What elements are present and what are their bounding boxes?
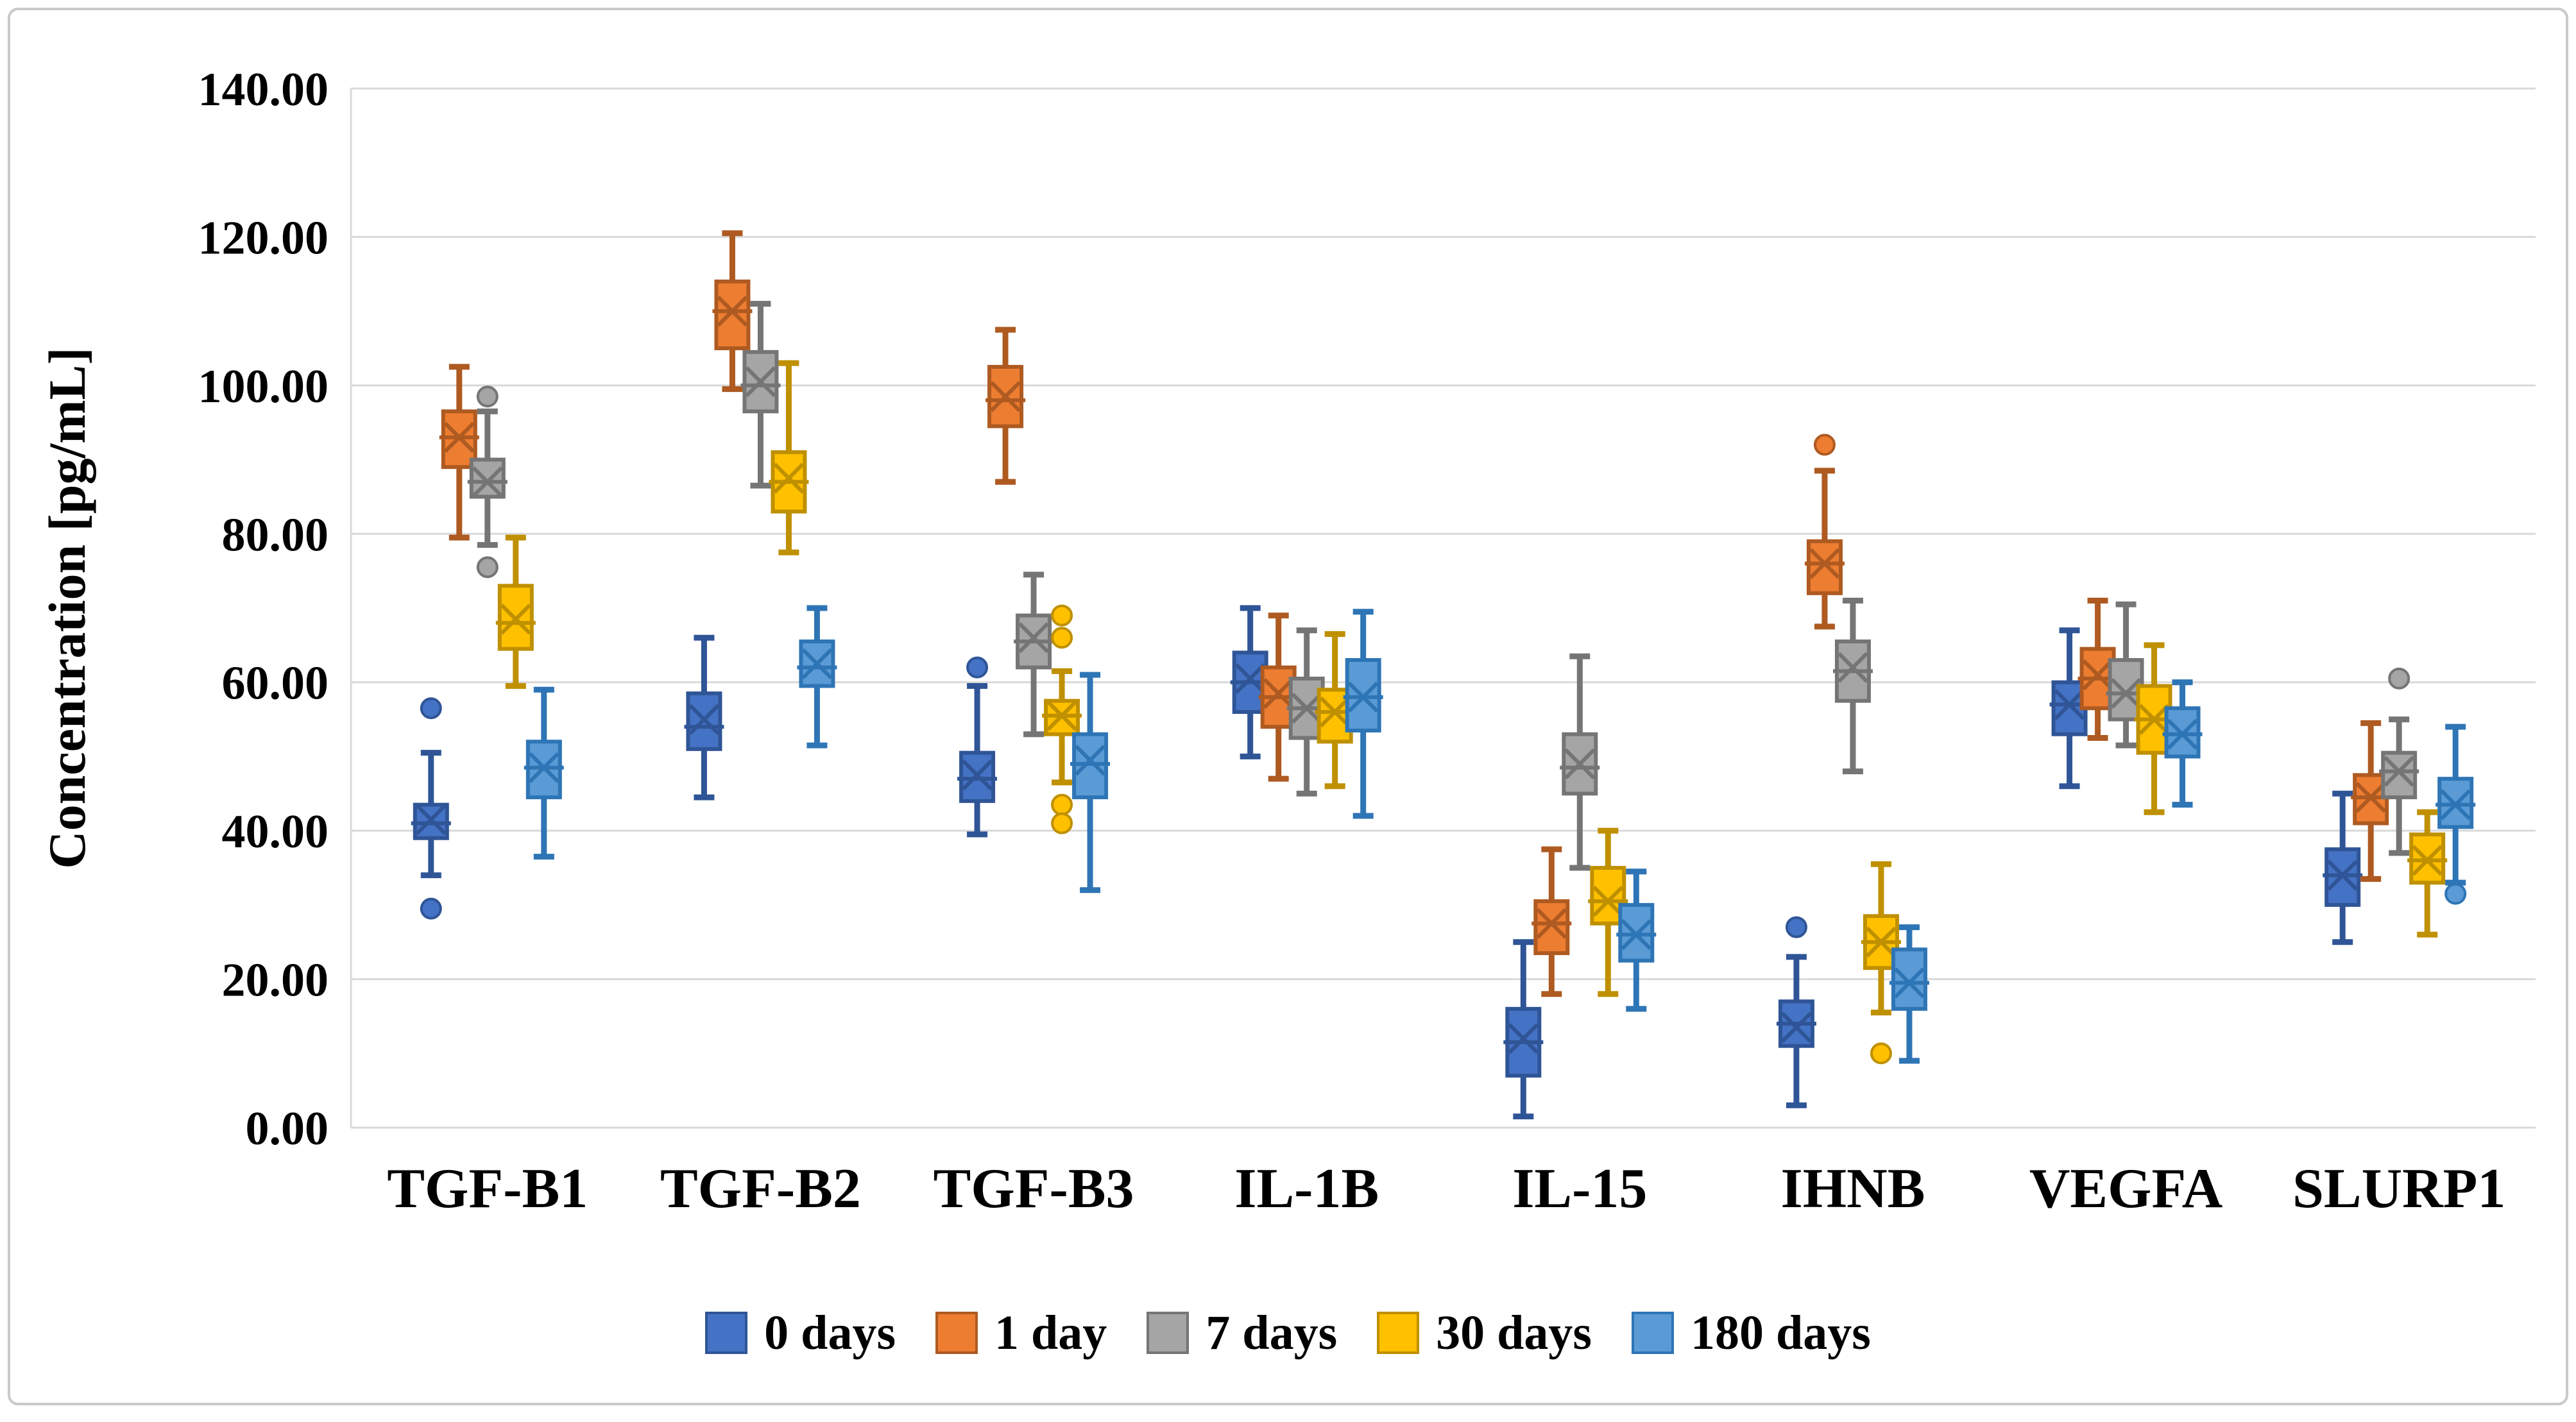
box-group-SLURP1-7-days — [2379, 667, 2419, 856]
box-group-VEGFA-1-day — [2077, 597, 2118, 741]
legend-item-7-days: 7 days — [1147, 1305, 1337, 1361]
box-group-TGF-B1-180-days — [524, 686, 564, 860]
y-tick-label: 80.00 — [222, 509, 329, 561]
x-category-label: IL-15 — [1512, 1158, 1647, 1220]
legend-swatch-icon — [935, 1312, 978, 1354]
box-group-TGF-B2-180-days — [797, 605, 837, 749]
x-category-label: IHNB — [1780, 1158, 1925, 1220]
box-group-SLURP1-30-days — [2407, 809, 2448, 938]
y-tick-label: 20.00 — [222, 954, 329, 1007]
box-group-VEGFA-180-days — [2162, 679, 2203, 808]
legend-item-1-day: 1 day — [935, 1305, 1107, 1361]
box-group-IL-15-1-day — [1531, 846, 1572, 997]
legend-swatch-icon — [1147, 1312, 1190, 1354]
legend-label-1-day: 1 day — [994, 1305, 1107, 1360]
x-category-label: TGF-B2 — [660, 1158, 861, 1220]
legend-item-30-days: 30 days — [1377, 1305, 1592, 1361]
box-group-TGF-B1-30-days — [495, 534, 536, 689]
box-group-TGF-B3-0-days — [957, 656, 998, 838]
box-group-TGF-B3-180-days — [1070, 672, 1111, 893]
box-group-IHNB-180-days — [1889, 924, 1929, 1064]
y-axis-title: Concentration [pg/mL] — [38, 347, 96, 869]
box-group-IL-15-180-days — [1616, 868, 1657, 1012]
box-group-TGF-B2-30-days — [769, 360, 809, 555]
box-group-IHNB-0-days — [1776, 916, 1816, 1108]
legend-swatch-icon — [1631, 1312, 1674, 1354]
box-group-TGF-B3-7-days — [1014, 571, 1054, 738]
box-group-SLURP1-180-days — [2435, 724, 2476, 905]
x-category-label: SLURP1 — [2292, 1158, 2506, 1220]
box-group-SLURP1-0-days — [2323, 790, 2363, 945]
box-group-IHNB-1-day — [1804, 434, 1845, 630]
x-category-label: TGF-B1 — [387, 1158, 588, 1220]
x-category-label: VEGFA — [2029, 1158, 2222, 1220]
legend-item-180-days: 180 days — [1631, 1305, 1871, 1361]
box-group-TGF-B1-7-days — [467, 385, 508, 579]
y-tick-label: 140.00 — [198, 63, 329, 116]
y-tick-label: 120.00 — [198, 212, 329, 264]
box-group-IL-1B-180-days — [1343, 609, 1383, 819]
legend: 0 days 1 day 7 days 30 days 180 days — [0, 1296, 2576, 1370]
box-group-IL-15-7-days — [1560, 653, 1600, 871]
box-group-IHNB-7-days — [1832, 597, 1873, 775]
box-group-IL-15-0-days — [1503, 939, 1544, 1120]
box-group-TGF-B3-1-day — [985, 326, 1026, 485]
box-group-IL-1B-30-days — [1315, 631, 1355, 790]
box-group-TGF-B3-30-days — [1042, 604, 1082, 834]
legend-item-0-days: 0 days — [705, 1305, 896, 1361]
legend-swatch-icon — [1377, 1312, 1420, 1354]
y-tick-label: 100.00 — [198, 360, 329, 413]
legend-label-180-days: 180 days — [1690, 1305, 1871, 1360]
x-category-label: TGF-B3 — [934, 1158, 1134, 1220]
y-tick-label: 0.00 — [246, 1103, 329, 1155]
y-tick-label: 40.00 — [222, 806, 329, 858]
box-group-TGF-B1-1-day — [439, 364, 479, 541]
box-group-IHNB-30-days — [1861, 861, 1901, 1065]
legend-label-30-days: 30 days — [1436, 1305, 1592, 1360]
legend-swatch-icon — [705, 1312, 748, 1354]
x-category-label: IL-1B — [1234, 1158, 1379, 1220]
legend-label-7-days: 7 days — [1206, 1305, 1338, 1360]
legend-label-0-days: 0 days — [764, 1305, 896, 1360]
box-group-TGF-B2-1-day — [712, 230, 753, 393]
box-group-TGF-B2-0-days — [684, 634, 724, 800]
box-group-TGF-B2-7-days — [740, 301, 781, 489]
y-tick-label: 60.00 — [222, 657, 329, 710]
box-group-TGF-B1-0-days — [411, 697, 451, 920]
